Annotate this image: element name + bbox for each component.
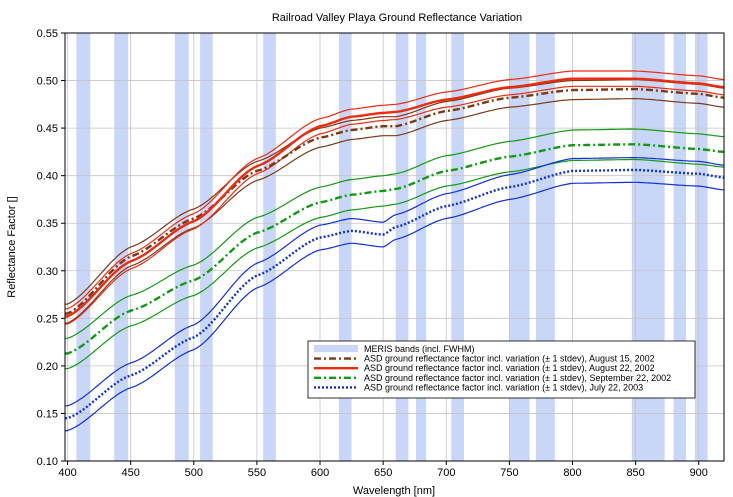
- y-axis: 0.10 0.15 0.20 0.25 0.30 0.35 0.40 0.45 0.50 0.55: [37, 28, 65, 468]
- legend-label: MERIS bands (incl. FWHM): [364, 344, 475, 354]
- meris-band: [114, 33, 129, 461]
- y-axis-label: Reflectance Factor []: [6, 196, 18, 298]
- y-tick-label: 0.35: [37, 218, 58, 230]
- x-tick-label: 700: [437, 467, 455, 479]
- series-upper-bound: [65, 157, 725, 407]
- x-tick-label: 450: [121, 467, 139, 479]
- series-bands: [65, 70, 725, 432]
- legend-label: ASD ground reflectance factor incl. vari…: [364, 373, 671, 383]
- y-tick-label: 0.20: [37, 361, 58, 373]
- meris-band: [76, 33, 91, 461]
- series-lower-bound: [65, 181, 725, 432]
- legend-swatch: [314, 345, 358, 352]
- y-tick-label: 0.40: [37, 171, 58, 183]
- legend: MERIS bands (incl. FWHM)ASD ground refle…: [307, 340, 696, 399]
- y-tick-label: 0.10: [37, 456, 58, 468]
- series-upper-bound: [65, 78, 725, 305]
- x-tick-label: 400: [58, 467, 76, 479]
- legend-label: ASD ground reflectance factor incl. vari…: [364, 354, 655, 364]
- x-tick-label: 500: [185, 467, 203, 479]
- legend-box: [307, 340, 696, 399]
- meris-band: [415, 33, 427, 461]
- x-tick-label: 800: [563, 467, 581, 479]
- chart-title: Railroad Valley Playa Ground Reflectance…: [272, 12, 522, 24]
- y-tick-label: 0.25: [37, 313, 58, 325]
- meris-band: [694, 33, 708, 461]
- series-lines: [65, 77, 725, 420]
- x-axis: 400 450 500 550 600 650 700 750 800 850 900: [58, 461, 708, 479]
- series-lower-bound: [65, 158, 725, 370]
- x-tick-label: 550: [248, 467, 266, 479]
- y-tick-label: 0.30: [37, 266, 58, 278]
- y-tick-label: 0.15: [37, 408, 58, 420]
- legend-label: ASD ground reflectance factor incl. vari…: [364, 363, 655, 373]
- series-upper-bound: [65, 70, 725, 310]
- meris-band: [200, 33, 213, 461]
- series-line: [65, 168, 725, 420]
- meris-band: [174, 33, 189, 461]
- series-line: [65, 143, 725, 355]
- series-line: [65, 87, 725, 315]
- meris-band: [263, 33, 276, 461]
- x-tick-label: 650: [374, 467, 392, 479]
- series-line: [65, 77, 725, 318]
- meris-band: [519, 33, 530, 461]
- x-tick-label: 750: [500, 467, 518, 479]
- y-tick-label: 0.55: [37, 28, 58, 40]
- meris-band: [509, 33, 520, 461]
- x-tick-label: 600: [311, 467, 329, 479]
- x-tick-label: 850: [626, 467, 644, 479]
- series-lower-bound: [65, 97, 725, 324]
- series-upper-bound: [65, 128, 725, 339]
- y-tick-label: 0.45: [37, 123, 58, 135]
- legend-label: ASD ground reflectance factor incl. vari…: [364, 382, 643, 392]
- x-axis-label: Wavelength [nm]: [353, 485, 435, 497]
- y-tick-label: 0.50: [37, 76, 58, 88]
- x-tick-label: 900: [690, 467, 708, 479]
- series-lower-bound: [65, 85, 725, 325]
- plot-frame: [64, 32, 725, 462]
